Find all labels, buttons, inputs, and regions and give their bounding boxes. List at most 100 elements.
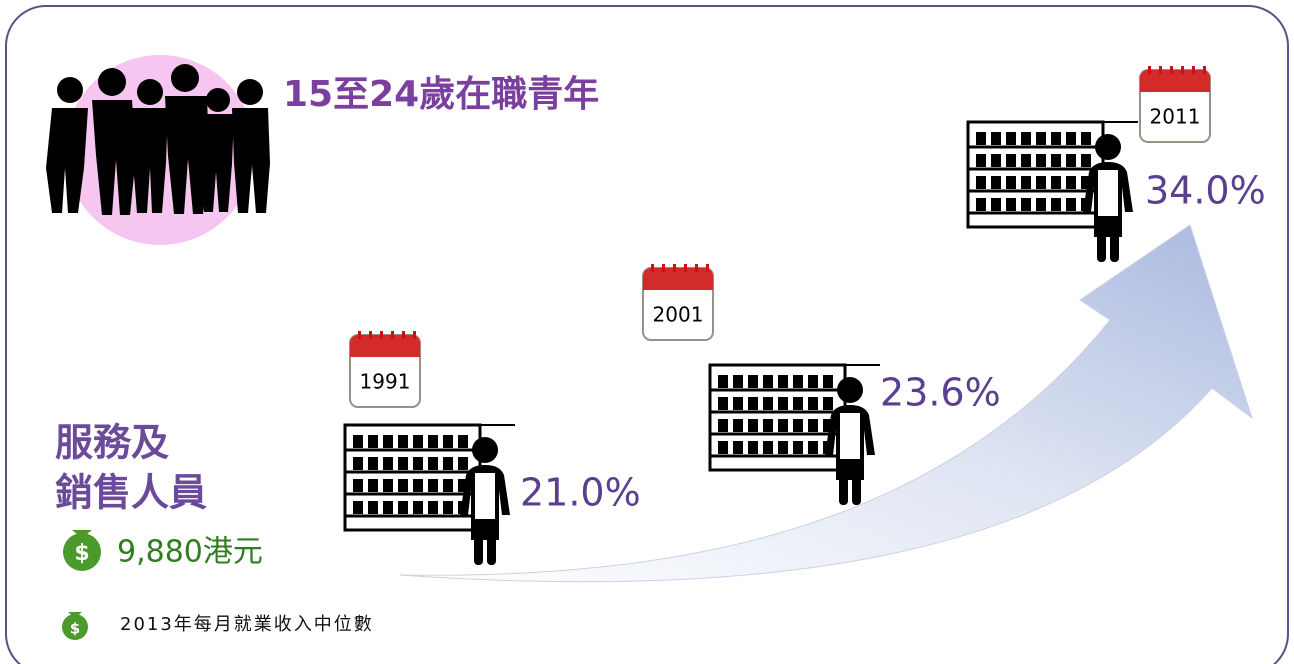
product [823, 397, 833, 410]
product [1006, 198, 1016, 211]
product [808, 419, 818, 432]
product [733, 375, 743, 388]
product [353, 501, 363, 514]
product [1021, 154, 1031, 167]
product [748, 375, 758, 388]
product [398, 479, 408, 492]
calendar-ring [402, 331, 405, 339]
product [443, 501, 453, 514]
product [368, 457, 378, 470]
clerk-head [472, 437, 498, 463]
year: 1991 [360, 370, 411, 394]
product [778, 375, 788, 388]
product [1036, 198, 1046, 211]
product [413, 501, 423, 514]
calendar-ring [1181, 66, 1184, 74]
clerk-head [837, 377, 863, 403]
percent: 23.6% [880, 371, 1001, 415]
product [428, 435, 438, 448]
product [748, 441, 758, 454]
product [428, 457, 438, 470]
calendar-ring [369, 331, 372, 339]
clerk-leg [839, 465, 848, 505]
product [368, 435, 378, 448]
product [368, 501, 378, 514]
product [1021, 198, 1031, 211]
product [991, 176, 1001, 189]
calendar-ring [1170, 66, 1173, 74]
product [808, 441, 818, 454]
product [383, 479, 393, 492]
product [808, 397, 818, 410]
product [1066, 198, 1076, 211]
product [353, 457, 363, 470]
product [733, 419, 743, 432]
percent: 21.0% [520, 471, 641, 515]
product [733, 441, 743, 454]
calendar-ring [1203, 66, 1206, 74]
product [733, 397, 743, 410]
income-note: 2013年每月就業收入中位數 [120, 614, 374, 635]
product [778, 397, 788, 410]
product [398, 435, 408, 448]
product [793, 419, 803, 432]
product [976, 176, 986, 189]
product [1051, 198, 1061, 211]
year: 2001 [653, 303, 704, 327]
calendar-ring [673, 264, 676, 272]
calendar-ring [684, 264, 687, 272]
clerk-leg [1097, 222, 1106, 262]
product [1021, 132, 1031, 145]
product [1036, 132, 1046, 145]
product [1036, 176, 1046, 189]
product [443, 435, 453, 448]
calendar-ring [391, 331, 394, 339]
product [793, 441, 803, 454]
product [991, 154, 1001, 167]
calendar-ring [662, 264, 665, 272]
svg-text:$: $ [70, 620, 80, 638]
occupation-line: 銷售人員 [55, 471, 207, 515]
clerk-head [1095, 134, 1121, 160]
calendar-ring [358, 331, 361, 339]
product [458, 435, 468, 448]
calendar-ring [1148, 66, 1151, 74]
percent: 34.0% [1145, 169, 1266, 213]
occupation-line: 服務及 [55, 421, 169, 465]
product [1051, 132, 1061, 145]
product [763, 419, 773, 432]
product [398, 501, 408, 514]
product [413, 435, 423, 448]
calendar-ring [695, 264, 698, 272]
product [976, 198, 986, 211]
product [778, 419, 788, 432]
product [718, 375, 728, 388]
product [1066, 176, 1076, 189]
product [763, 397, 773, 410]
product [443, 457, 453, 470]
calendar-ring [1192, 66, 1195, 74]
svg-text:$: $ [74, 541, 89, 566]
product [763, 441, 773, 454]
product [413, 479, 423, 492]
clerk-leg [487, 525, 496, 565]
product [793, 375, 803, 388]
clerk-apron [1097, 169, 1119, 217]
product [398, 457, 408, 470]
title: 15至24歲在職青年 [283, 74, 599, 115]
year: 2011 [1150, 105, 1201, 129]
product [458, 457, 468, 470]
clerk-leg [474, 525, 483, 565]
calendar-ring [1159, 66, 1162, 74]
product [1006, 132, 1016, 145]
calendar-ring [706, 264, 709, 272]
calendar-ring [651, 264, 654, 272]
product [976, 154, 986, 167]
product [1036, 154, 1046, 167]
product [1021, 176, 1031, 189]
product [413, 457, 423, 470]
income-value: 9,880港元 [117, 535, 263, 570]
clerk-apron [839, 412, 861, 460]
product [991, 198, 1001, 211]
product [1066, 154, 1076, 167]
